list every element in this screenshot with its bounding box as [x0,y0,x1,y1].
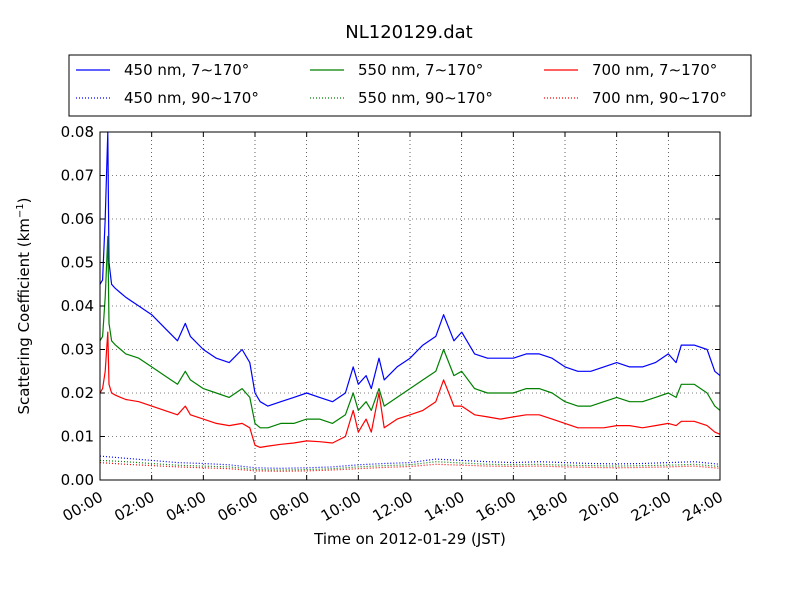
y-tick-label: 0.05 [61,254,94,272]
chart-title: NL120129.dat [345,22,472,43]
y-axis-label-main: Scattering Coefficient (km [15,218,33,414]
y-tick-label: 0.07 [61,167,94,185]
y-tick-label: 0.03 [61,341,94,359]
series-line-2 [99,235,721,429]
legend-label: 550 nm, 90∼170° [358,89,493,107]
legend-label: 450 nm, 7∼170° [124,61,249,79]
y-tick-label: 0.04 [61,297,94,315]
legend: 450 nm, 7∼170° 450 nm, 90∼170° 550 nm, 7∼1… [68,54,752,117]
y-tick-label: 0.02 [61,384,94,402]
legend-label: 450 nm, 90∼170° [124,89,259,107]
series-line-4 [99,331,721,448]
y-tick-label: 0.01 [61,428,94,446]
y-axis: 0.00 0.01 0.02 0.03 0.04 0.05 0.06 0.07 0.08 [61,123,720,489]
x-axis-label: Time on 2012-01-29 (JST) [313,530,506,548]
y-axis-label-superscript: −1 [15,203,26,218]
series-line-0 [99,131,721,407]
legend-label: 700 nm, 7∼170° [592,61,717,79]
y-tick-label: 0.00 [61,471,94,489]
legend-label: 550 nm, 7∼170° [358,61,483,79]
y-tick-label: 0.08 [61,123,94,141]
y-axis-label-end: ) [15,197,33,203]
series-layer [99,131,721,472]
legend-label: 700 nm, 90∼170° [592,89,727,107]
legend-box [68,54,752,117]
legend-items: 450 nm, 7∼170° 450 nm, 90∼170° 550 nm, 7∼1… [76,61,727,107]
y-axis-label: Scattering Coefficient (km−1) [15,197,33,414]
y-tick-label: 0.06 [61,210,94,228]
